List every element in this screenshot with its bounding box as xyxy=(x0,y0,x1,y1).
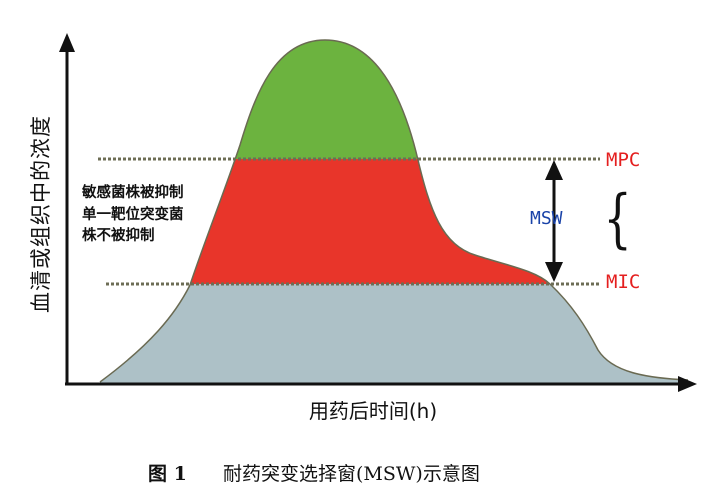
msw-arrow-up-icon xyxy=(545,160,563,180)
figure-number: 图 1 xyxy=(148,463,187,485)
region-above-mpc xyxy=(235,40,418,159)
mpc-label: MPC xyxy=(606,149,640,171)
annotation-line-3: 株不被抑制 xyxy=(82,226,155,244)
region-mutant-selection-window xyxy=(190,159,550,284)
x-axis-label: 用药后时间(h) xyxy=(309,399,437,423)
annotation-line-2: 单一靶位突变菌 xyxy=(82,205,184,223)
msw-arrow-down-icon xyxy=(545,262,563,282)
concentration-curve-outline xyxy=(99,39,689,383)
region-below-mic xyxy=(100,284,688,383)
msw-bracket: { xyxy=(603,182,632,256)
annotation-line-1: 敏感菌株被抑制 xyxy=(81,183,184,201)
x-axis-arrow-icon xyxy=(678,376,697,392)
msw-label: MSW xyxy=(530,208,563,229)
y-axis-arrow-icon xyxy=(59,33,75,52)
y-axis-label: 血清或组织中的浓度 xyxy=(29,115,53,313)
mic-label: MIC xyxy=(606,271,640,293)
figure-caption: 耐药突变选择窗(MSW)示意图 xyxy=(223,463,480,485)
